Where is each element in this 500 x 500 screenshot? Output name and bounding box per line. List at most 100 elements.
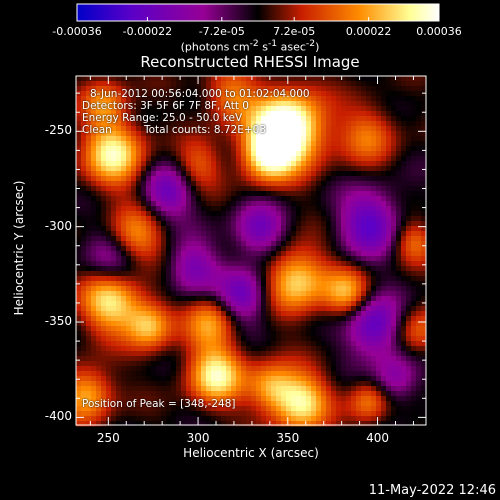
- heatmap-cell: [151, 286, 157, 292]
- heatmap-cell: [281, 371, 287, 377]
- heatmap-cell: [101, 386, 107, 392]
- heatmap-cell: [96, 96, 102, 102]
- heatmap-cell: [176, 136, 182, 142]
- heatmap-cell: [131, 376, 137, 382]
- heatmap-cell: [171, 306, 177, 312]
- heatmap-cell: [171, 291, 177, 297]
- heatmap-cell: [176, 391, 182, 397]
- heatmap-cell: [291, 421, 297, 427]
- heatmap-cell: [416, 356, 422, 362]
- heatmap-cell: [186, 246, 192, 252]
- heatmap-cell: [401, 406, 407, 412]
- heatmap-cell: [126, 116, 132, 122]
- heatmap-cell: [196, 96, 202, 102]
- heatmap-cell: [371, 321, 377, 327]
- heatmap-cell: [251, 401, 257, 407]
- heatmap-cell: [331, 261, 337, 267]
- heatmap-cell: [106, 356, 112, 362]
- heatmap-cell: [376, 351, 382, 357]
- heatmap-cell: [146, 306, 152, 312]
- heatmap-cell: [421, 316, 427, 322]
- heatmap-cell: [401, 256, 407, 262]
- heatmap-cell: [406, 286, 412, 292]
- heatmap-cell: [221, 281, 227, 287]
- heatmap-cell: [406, 86, 412, 92]
- heatmap-cell: [91, 196, 97, 202]
- heatmap-cell: [171, 251, 177, 257]
- heatmap-cell: [206, 296, 212, 302]
- heatmap-cell: [321, 81, 327, 87]
- heatmap-cell: [391, 301, 397, 307]
- heatmap-cell: [216, 381, 222, 387]
- heatmap-cell: [396, 266, 402, 272]
- heatmap-cell: [356, 186, 362, 192]
- heatmap-cell: [386, 281, 392, 287]
- heatmap-cell: [291, 356, 297, 362]
- heatmap-cell: [346, 156, 352, 162]
- heatmap-cell: [221, 121, 227, 127]
- heatmap-cell: [371, 371, 377, 377]
- heatmap-cell: [356, 241, 362, 247]
- heatmap-cell: [116, 101, 122, 107]
- heatmap-cell: [246, 131, 252, 137]
- heatmap-cell: [111, 181, 117, 187]
- heatmap-cell: [311, 256, 317, 262]
- heatmap-cell: [311, 336, 317, 342]
- heatmap-cell: [401, 181, 407, 187]
- heatmap-cell: [196, 231, 202, 237]
- heatmap-cell: [406, 251, 412, 257]
- heatmap-cell: [251, 121, 257, 127]
- heatmap-cell: [346, 226, 352, 232]
- heatmap-cell: [91, 376, 97, 382]
- heatmap-cell: [111, 126, 117, 132]
- heatmap-cell: [191, 226, 197, 232]
- heatmap-cell: [146, 176, 152, 182]
- heatmap-cell: [196, 236, 202, 242]
- heatmap-cell: [116, 321, 122, 327]
- heatmap-cell: [151, 396, 157, 402]
- heatmap-cell: [246, 236, 252, 242]
- heatmap-cell: [166, 216, 172, 222]
- heatmap-cell: [76, 156, 82, 162]
- heatmap-cell: [326, 136, 332, 142]
- heatmap-cell: [376, 331, 382, 337]
- colorbar-units-label: (photons cm-2 s-1 asec-2): [180, 38, 320, 54]
- heatmap-cell: [421, 226, 427, 232]
- heatmap-cell: [381, 81, 387, 87]
- heatmap-cell: [271, 376, 277, 382]
- heatmap-cell: [341, 306, 347, 312]
- heatmap-cell: [366, 341, 372, 347]
- heatmap-cell: [116, 91, 122, 97]
- heatmap-cell: [76, 371, 82, 377]
- heatmap-cell: [186, 191, 192, 197]
- heatmap-cell: [151, 121, 157, 127]
- heatmap-cell: [241, 321, 247, 327]
- heatmap-cell: [391, 401, 397, 407]
- heatmap-cell: [381, 386, 387, 392]
- heatmap-cell: [126, 271, 132, 277]
- heatmap-cell: [81, 86, 87, 92]
- heatmap-cell: [191, 331, 197, 337]
- heatmap-cell: [226, 171, 232, 177]
- heatmap-cell: [256, 116, 262, 122]
- heatmap-cell: [416, 301, 422, 307]
- heatmap-cell: [236, 261, 242, 267]
- heatmap-cell: [231, 141, 237, 147]
- heatmap-cell: [416, 131, 422, 137]
- heatmap-cell: [206, 231, 212, 237]
- heatmap-cell: [361, 316, 367, 322]
- heatmap-cell: [226, 236, 232, 242]
- heatmap-cell: [191, 306, 197, 312]
- heatmap-cell: [326, 411, 332, 417]
- heatmap-cell: [271, 326, 277, 332]
- heatmap-cell: [351, 351, 357, 357]
- heatmap-cell: [76, 231, 82, 237]
- heatmap-cell: [261, 376, 267, 382]
- heatmap-cell: [391, 406, 397, 412]
- heatmap-cell: [386, 261, 392, 267]
- heatmap-cell: [166, 376, 172, 382]
- heatmap-cell: [261, 126, 267, 132]
- heatmap-cell: [101, 116, 107, 122]
- heatmap-cell: [216, 81, 222, 87]
- heatmap-cell: [211, 171, 217, 177]
